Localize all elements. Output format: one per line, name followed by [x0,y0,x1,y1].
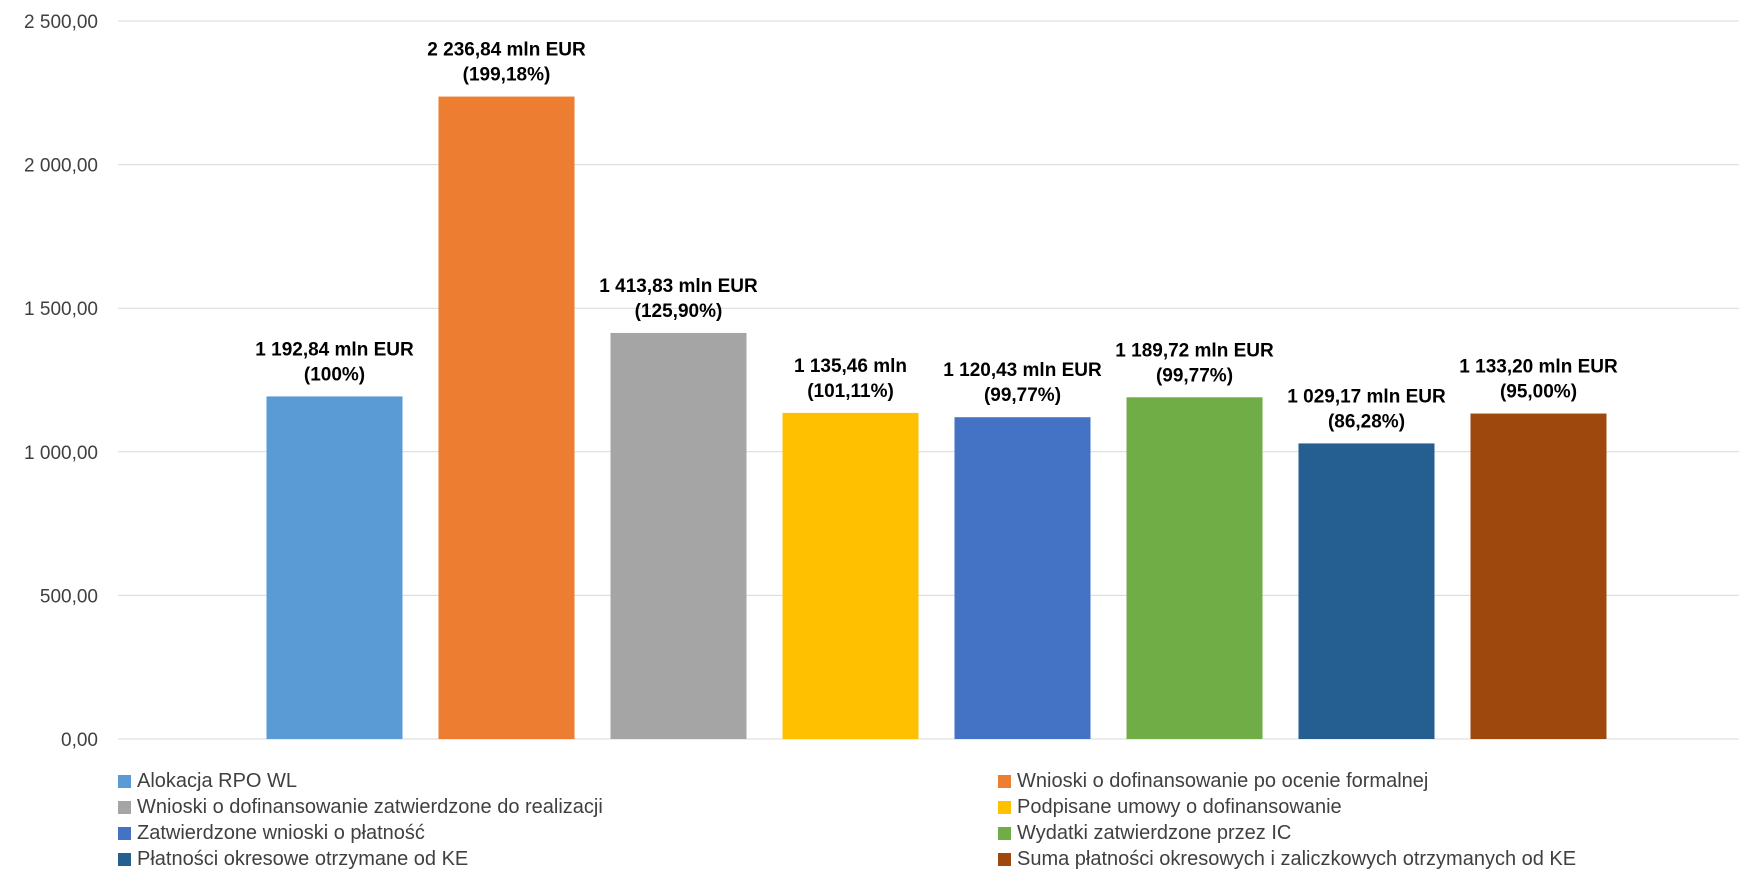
y-tick-label: 2 500,00 [24,12,98,33]
chart-legend: Alokacja RPO WL Wnioski o dofinansowanie … [118,768,1678,878]
y-tick-label: 2 000,00 [24,156,98,177]
legend-label: Podpisane umowy o dofinansowanie [1017,795,1342,818]
legend-swatch [118,852,131,866]
bar [1470,413,1607,739]
data-label: (99,77%) [984,385,1061,406]
legend-label: Wnioski o dofinansowanie zatwierdzone do… [137,795,603,818]
data-label: 1 189,72 mln EUR [1115,340,1274,361]
legend-swatch [998,774,1011,788]
bar [1298,443,1435,739]
legend-label: Wydatki zatwierdzone przez IC [1017,821,1292,844]
y-tick-label: 1 500,00 [24,299,98,320]
legend-item: Wnioski o dofinansowanie po ocenie forma… [998,768,1428,794]
legend-item: Suma płatności okresowych i zaliczkowych… [998,846,1576,872]
legend-swatch [998,826,1011,840]
data-label: (100%) [304,364,365,385]
data-label: (86,28%) [1328,411,1405,432]
legend-label: Alokacja RPO WL [137,769,298,792]
legend-item: Podpisane umowy o dofinansowanie [998,794,1342,820]
bar [954,417,1091,739]
legend-item: Zatwierdzone wnioski o płatność [118,820,425,846]
data-label: 1 120,43 mln EUR [943,360,1102,381]
legend-label: Suma płatności okresowych i zaliczkowych… [1017,847,1577,870]
legend-item: Wydatki zatwierdzone przez IC [998,820,1291,846]
legend-label: Płatności okresowe otrzymane od KE [137,847,469,870]
y-tick-label: 500,00 [40,586,98,607]
legend-swatch [118,826,131,840]
data-label: 1 413,83 mln EUR [599,276,758,297]
data-label: (125,90%) [635,301,723,322]
legend-label: Zatwierdzone wnioski o płatność [137,821,425,844]
legend-swatch [118,774,131,788]
data-label: 1 029,17 mln EUR [1287,386,1446,407]
data-label: 1 135,46 mln [794,356,907,377]
data-label: (95,00%) [1500,382,1577,403]
legend-item: Wnioski o dofinansowanie zatwierdzone do… [118,794,603,820]
legend-swatch [998,852,1011,866]
y-tick-label: 0,00 [61,730,98,751]
legend-swatch [118,800,131,814]
bar [782,412,919,739]
data-label: 2 236,84 mln EUR [427,40,586,61]
bar [610,332,747,739]
bar [1126,397,1263,739]
bar [266,396,403,739]
data-label: 1 192,84 mln EUR [255,339,414,360]
legend-item: Alokacja RPO WL [118,768,297,794]
data-label: (199,18%) [463,65,551,86]
legend-swatch [998,800,1011,814]
legend-item: Płatności okresowe otrzymane od KE [118,846,468,872]
data-label: (99,77%) [1156,365,1233,386]
y-tick-label: 1 000,00 [24,443,98,464]
legend-label: Wnioski o dofinansowanie po ocenie forma… [1017,769,1429,792]
data-label: 1 133,20 mln EUR [1459,357,1618,378]
data-label: (101,11%) [807,381,894,402]
bar [438,96,575,740]
